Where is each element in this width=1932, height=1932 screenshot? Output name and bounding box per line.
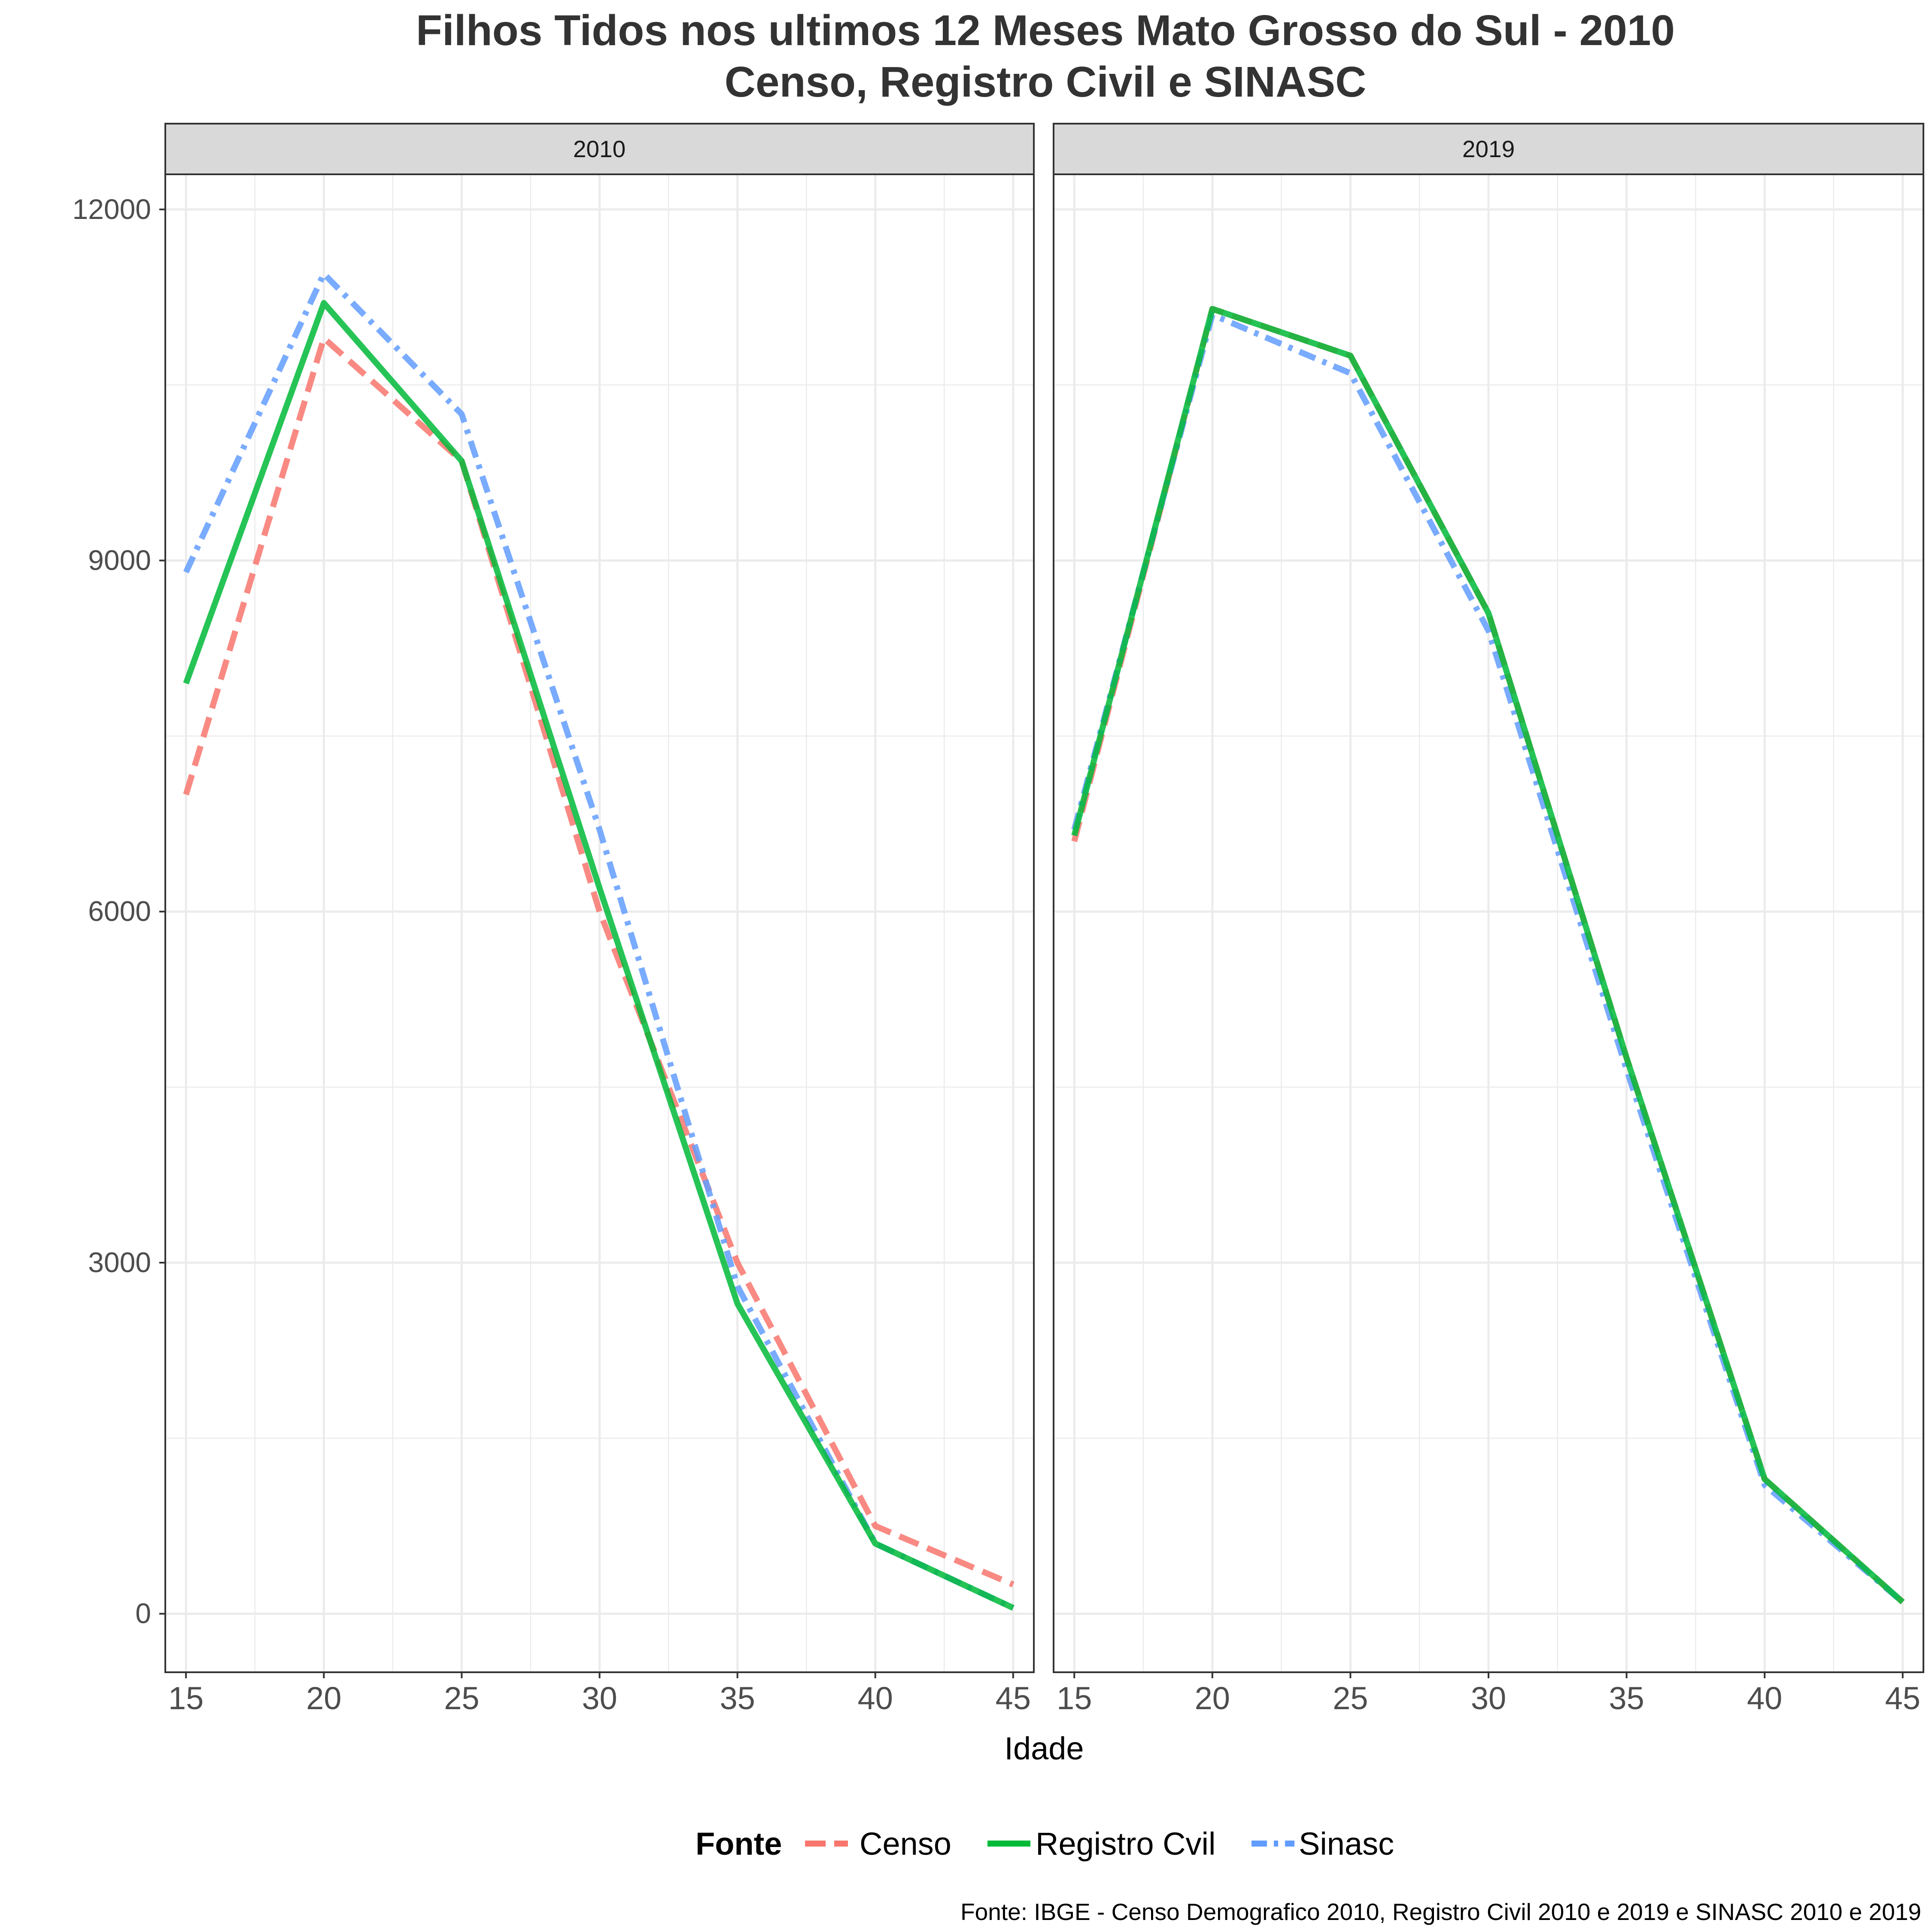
- x-axis-label: Idade: [1004, 1731, 1084, 1766]
- x-tick-label: 15: [168, 1680, 204, 1716]
- series-line-registro-cvil-2010: [183, 300, 1015, 1611]
- legend-label-censo: Censo: [860, 1826, 951, 1862]
- y-tick-label: 9000: [88, 544, 151, 576]
- legend: Fonte Censo Registro Cvil Sinasc: [696, 1826, 1394, 1862]
- y-axis-labels: 0 3000 6000 9000 12000: [72, 193, 165, 1629]
- series-line-sinasc-2010: [183, 270, 1015, 1611]
- panel-label-2019: 2019: [1462, 136, 1515, 162]
- panel-2019: 2019 15 20 25 30 35 40 45: [1053, 123, 1924, 1716]
- panel-grid-2019: [1054, 174, 1923, 1672]
- x-tick-label: 15: [1057, 1680, 1092, 1716]
- x-tick-label: 30: [1471, 1680, 1506, 1716]
- x-tick-label: 30: [582, 1680, 617, 1716]
- y-tick-label: 0: [135, 1598, 151, 1629]
- y-tick-label: 12000: [72, 193, 151, 225]
- panel-grid-2010: [165, 174, 1034, 1672]
- x-tick-label: 20: [306, 1680, 341, 1716]
- y-tick-label: 6000: [88, 895, 151, 927]
- series-line-registro-cvil-2019: [1071, 306, 1905, 1604]
- y-tick-label: 3000: [88, 1246, 151, 1278]
- legend-label-registro-cvil: Registro Cvil: [1036, 1826, 1215, 1862]
- x-tick-label: 45: [996, 1680, 1031, 1716]
- panel-strip-2010: [164, 123, 1035, 175]
- x-tick-label: 40: [1747, 1680, 1782, 1716]
- panel-label-2010: 2010: [573, 136, 626, 162]
- chart-subtitle: Censo, Registro Civil e SINASC: [725, 58, 1367, 106]
- panel-2010: 2010 15 20 25 30 35 40 45: [164, 123, 1035, 1716]
- x-tick-label: 40: [858, 1680, 893, 1716]
- x-tick-label: 45: [1885, 1680, 1920, 1716]
- panel-lines-2019: [1071, 306, 1905, 1604]
- x-tick-label: 35: [1609, 1680, 1644, 1716]
- x-tick-label: 20: [1195, 1680, 1230, 1716]
- chart-title: Filhos Tidos nos ultimos 12 Meses Mato G…: [416, 6, 1675, 55]
- x-tick-label: 25: [1333, 1680, 1368, 1716]
- series-line-censo-2010: [183, 335, 1015, 1588]
- legend-label-sinasc: Sinasc: [1299, 1826, 1394, 1862]
- x-axis-2010: 15 20 25 30 35 40 45: [168, 1672, 1031, 1716]
- panel-lines-2010: [183, 270, 1015, 1611]
- legend-title: Fonte: [696, 1826, 782, 1862]
- chart-caption: Fonte: IBGE - Censo Demografico 2010, Re…: [960, 1899, 1921, 1925]
- x-tick-label: 35: [720, 1680, 755, 1716]
- x-tick-label: 25: [444, 1680, 479, 1716]
- x-axis-2019: 15 20 25 30 35 40 45: [1057, 1672, 1920, 1716]
- panel-strip-2019: [1053, 123, 1924, 175]
